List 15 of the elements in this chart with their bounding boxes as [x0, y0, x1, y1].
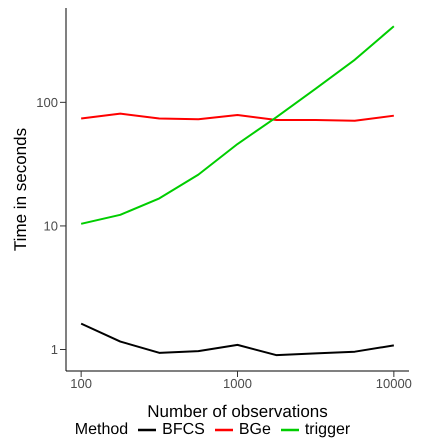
line-series — [80, 322, 395, 356]
line-series — [80, 25, 395, 225]
y-tick-label: 1 — [50, 342, 58, 358]
y-tick-label: 10 — [44, 218, 58, 234]
x-axis-title: Number of observations — [147, 402, 328, 421]
x-tick-label: 10000 — [376, 376, 412, 392]
legend-label: trigger — [304, 421, 350, 439]
x-tick-label: 100 — [70, 376, 92, 392]
y-axis-title: Time in seconds — [11, 128, 30, 252]
legend-label: BGe — [238, 421, 271, 439]
legend-title: Method — [74, 421, 128, 439]
line-series — [80, 112, 395, 122]
y-tick-label: 100 — [36, 94, 58, 110]
legend-label: BFCS — [162, 421, 205, 439]
x-tick-label: 1000 — [223, 376, 252, 392]
